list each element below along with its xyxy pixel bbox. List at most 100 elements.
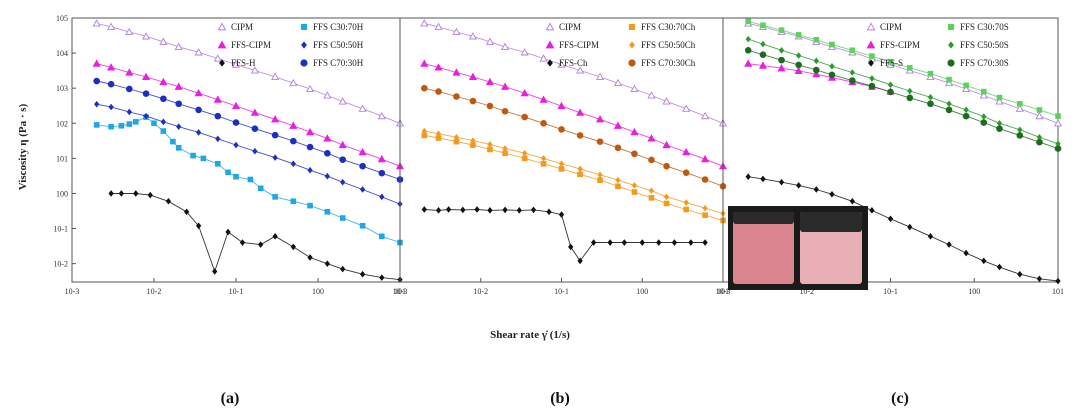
series-ffs-c30-70h xyxy=(93,114,403,246)
data-point xyxy=(614,144,622,152)
data-point xyxy=(468,72,477,80)
legend-label: FFS-S xyxy=(880,58,903,68)
data-point xyxy=(453,138,460,145)
data-point xyxy=(545,22,555,31)
data-point xyxy=(324,260,330,267)
data-point xyxy=(453,93,460,100)
data-point xyxy=(502,150,508,157)
data-point xyxy=(217,40,227,49)
series-cipm xyxy=(420,19,728,127)
data-point xyxy=(701,176,709,183)
cup-right-foam xyxy=(800,212,862,232)
data-point xyxy=(962,112,970,120)
data-point xyxy=(301,41,307,49)
data-point xyxy=(962,84,971,93)
data-point xyxy=(160,128,167,134)
data-point xyxy=(379,274,385,281)
data-point xyxy=(778,56,785,64)
data-point xyxy=(421,132,428,139)
data-point xyxy=(1016,132,1024,139)
data-point xyxy=(487,207,493,214)
data-point xyxy=(682,169,690,177)
data-point xyxy=(869,53,875,59)
fit-line xyxy=(424,63,724,167)
data-point xyxy=(501,107,509,115)
data-point xyxy=(927,100,934,108)
data-point xyxy=(324,172,330,180)
y-tick-label: 102 xyxy=(56,119,68,128)
data-point xyxy=(944,78,954,87)
data-point xyxy=(160,95,167,103)
data-point xyxy=(996,119,1003,127)
x-tick-label: 10-1 xyxy=(229,287,244,296)
data-point xyxy=(663,200,670,207)
data-point xyxy=(1035,111,1044,120)
data-point xyxy=(760,22,766,29)
data-point xyxy=(558,211,565,218)
data-point xyxy=(250,66,259,74)
fit-line xyxy=(748,38,1059,145)
data-point xyxy=(849,69,855,76)
data-point xyxy=(225,228,231,236)
x-tick-label: 100 xyxy=(636,287,648,296)
data-point xyxy=(190,152,196,159)
series-ffs-c70-30h xyxy=(93,77,404,183)
data-point xyxy=(568,243,574,251)
panel-b: 10-3 10-2 10-1 100 101 CIPM FFS-CIPM FFS-Ch FFS … xyxy=(393,17,729,296)
data-point xyxy=(760,175,766,183)
data-point xyxy=(487,146,493,153)
series-ffs-cipm xyxy=(92,59,405,170)
legend-label: FFS C50:50Ch xyxy=(641,40,696,50)
data-point xyxy=(647,134,656,142)
data-point xyxy=(1036,133,1043,141)
data-point xyxy=(663,193,670,201)
data-point xyxy=(339,215,346,221)
data-point xyxy=(1055,140,1061,148)
data-point xyxy=(1055,277,1061,285)
data-point xyxy=(195,106,202,114)
series-ffs-c70-30ch xyxy=(421,84,727,190)
data-point xyxy=(996,125,1003,133)
data-point xyxy=(590,239,597,246)
data-point xyxy=(778,178,785,186)
data-point xyxy=(868,82,876,90)
data-point xyxy=(359,222,366,229)
data-point xyxy=(453,133,460,141)
data-point xyxy=(631,189,638,195)
data-point xyxy=(289,78,298,87)
data-point xyxy=(215,135,221,143)
data-point xyxy=(359,270,366,278)
series-ffs-c50-50h xyxy=(94,100,403,208)
fit-line xyxy=(424,134,724,221)
data-point xyxy=(629,41,635,49)
data-point xyxy=(159,37,168,45)
data-point xyxy=(338,140,347,149)
data-point xyxy=(107,63,116,71)
data-point xyxy=(420,59,429,67)
data-point xyxy=(558,126,565,133)
data-point xyxy=(795,32,802,38)
data-point xyxy=(160,118,166,126)
data-point xyxy=(200,155,207,162)
fit-line xyxy=(748,49,1059,150)
data-point xyxy=(813,186,819,193)
data-point xyxy=(377,154,386,163)
data-point xyxy=(421,84,428,92)
data-point xyxy=(647,91,656,99)
data-point xyxy=(225,169,231,176)
data-point xyxy=(866,40,876,49)
y-tick-label: 104 xyxy=(56,49,68,58)
data-point xyxy=(849,77,856,84)
data-point xyxy=(147,191,153,199)
data-point xyxy=(963,82,969,89)
data-point xyxy=(421,127,427,135)
data-point xyxy=(683,206,689,213)
data-point xyxy=(869,207,875,214)
data-point xyxy=(250,108,259,116)
data-point xyxy=(460,206,466,214)
data-point xyxy=(607,239,613,246)
data-point xyxy=(126,121,133,127)
data-point xyxy=(452,27,461,36)
data-point xyxy=(745,18,752,25)
data-point xyxy=(133,190,139,197)
